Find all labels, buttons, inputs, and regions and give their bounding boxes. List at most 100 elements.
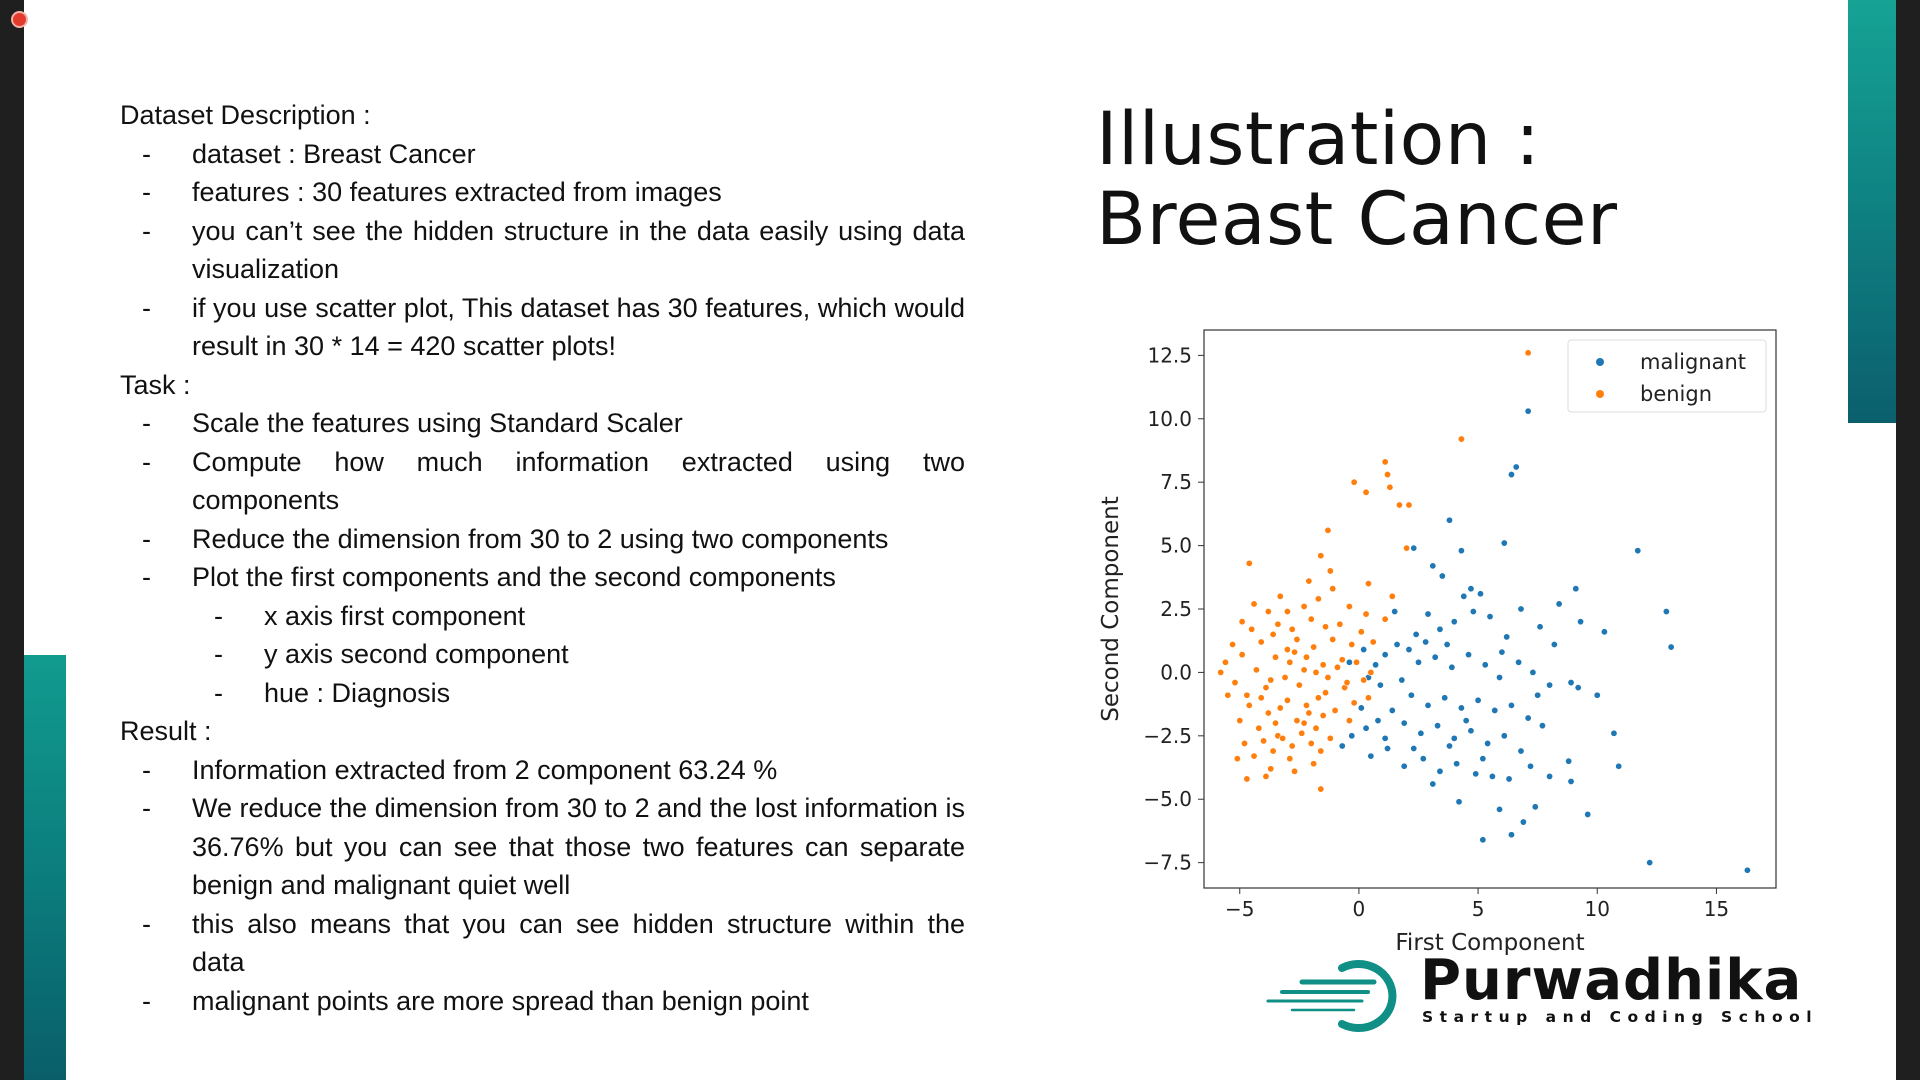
data-point-malignant bbox=[1434, 722, 1442, 730]
data-point-benign bbox=[1288, 742, 1296, 750]
sub-list-item: - hue : Diagnosis bbox=[120, 674, 965, 713]
data-point-benign bbox=[1353, 658, 1361, 666]
x-tick-label: 10 bbox=[1585, 897, 1610, 921]
data-point-benign bbox=[1369, 638, 1377, 646]
data-point-malignant bbox=[1574, 684, 1582, 692]
data-point-benign bbox=[1272, 719, 1280, 727]
data-point-benign bbox=[1255, 724, 1263, 732]
data-point-benign bbox=[1324, 673, 1332, 681]
x-tick-label: 5 bbox=[1472, 897, 1485, 921]
data-point-malignant bbox=[1491, 706, 1499, 714]
list-item-text: malignant points are more spread than be… bbox=[192, 985, 809, 1016]
data-point-benign bbox=[1384, 471, 1392, 479]
data-point-benign bbox=[1345, 602, 1353, 610]
data-point-malignant bbox=[1507, 831, 1515, 839]
data-point-malignant bbox=[1512, 463, 1520, 471]
list-item-text: y axis second component bbox=[264, 639, 569, 669]
data-point-benign bbox=[1350, 478, 1358, 486]
data-point-malignant bbox=[1376, 681, 1384, 689]
data-point-benign bbox=[1405, 501, 1413, 509]
data-point-benign bbox=[1281, 673, 1289, 681]
data-point-malignant bbox=[1517, 747, 1525, 755]
data-point-benign bbox=[1224, 691, 1232, 699]
data-point-malignant bbox=[1567, 679, 1575, 687]
list-item: - We reduce the dimension from 30 to 2 an… bbox=[120, 789, 965, 905]
data-point-malignant bbox=[1743, 866, 1751, 874]
data-point-malignant bbox=[1505, 775, 1513, 783]
data-point-benign bbox=[1312, 724, 1320, 732]
data-point-benign bbox=[1307, 615, 1315, 623]
data-point-malignant bbox=[1524, 714, 1532, 722]
data-point-benign bbox=[1269, 747, 1277, 755]
data-point-benign bbox=[1267, 676, 1275, 684]
data-point-benign bbox=[1283, 646, 1291, 654]
purwadhika-logo: Purwadhika Startup and Coding School bbox=[1264, 948, 1854, 1034]
dash-bullet: - bbox=[142, 408, 151, 438]
data-point-benign bbox=[1386, 483, 1394, 491]
data-point-malignant bbox=[1357, 704, 1365, 712]
data-point-malignant bbox=[1507, 701, 1515, 709]
data-point-benign bbox=[1293, 717, 1301, 725]
data-point-benign bbox=[1350, 699, 1358, 707]
data-point-malignant bbox=[1467, 727, 1475, 735]
data-point-malignant bbox=[1450, 734, 1458, 742]
data-point-malignant bbox=[1438, 572, 1446, 580]
data-point-malignant bbox=[1414, 658, 1422, 666]
dash-bullet: - bbox=[142, 138, 151, 169]
data-point-malignant bbox=[1517, 605, 1525, 613]
list-item: - if you use scatter plot, This dataset h… bbox=[120, 289, 965, 366]
data-point-benign bbox=[1395, 501, 1403, 509]
data-point-benign bbox=[1248, 625, 1256, 633]
data-point-malignant bbox=[1662, 608, 1670, 616]
data-point-malignant bbox=[1667, 643, 1675, 651]
data-point-malignant bbox=[1360, 646, 1368, 654]
y-tick-label: 7.5 bbox=[1160, 470, 1192, 494]
dash-bullet: - bbox=[142, 215, 151, 246]
list-item-text: Plot the first components and the second… bbox=[192, 562, 836, 592]
sub-list-item: - x axis first component bbox=[120, 597, 965, 636]
data-point-benign bbox=[1343, 679, 1351, 687]
data-point-malignant bbox=[1572, 585, 1580, 593]
dash-bullet: - bbox=[214, 600, 223, 631]
data-point-malignant bbox=[1546, 772, 1554, 780]
list-item-text: if you use scatter plot, This dataset ha… bbox=[192, 292, 965, 362]
list-item-text: Reduce the dimension from 30 to 2 using … bbox=[192, 523, 889, 554]
list-item: - Reduce the dimension from 30 to 2 using… bbox=[120, 520, 965, 559]
list-item-text: hue : Diagnosis bbox=[264, 677, 451, 708]
data-point-malignant bbox=[1362, 724, 1370, 732]
data-point-benign bbox=[1300, 719, 1308, 727]
data-point-malignant bbox=[1381, 651, 1389, 659]
data-point-benign bbox=[1291, 767, 1299, 775]
data-point-benign bbox=[1238, 651, 1246, 659]
slide-title-line-1: Illustration : bbox=[1096, 97, 1541, 182]
data-point-malignant bbox=[1496, 673, 1504, 681]
data-point-benign bbox=[1326, 734, 1334, 742]
teal-accent-right bbox=[1848, 0, 1896, 423]
list-item: - dataset : Breast Cancer bbox=[120, 135, 965, 174]
data-point-malignant bbox=[1398, 676, 1406, 684]
data-point-benign bbox=[1312, 668, 1320, 676]
data-point-benign bbox=[1269, 630, 1277, 638]
data-point-benign bbox=[1221, 658, 1229, 666]
legend-marker-malignant bbox=[1596, 358, 1604, 366]
data-point-malignant bbox=[1393, 641, 1401, 649]
data-point-benign bbox=[1283, 696, 1291, 704]
data-point-benign bbox=[1243, 775, 1251, 783]
data-point-malignant bbox=[1348, 732, 1356, 740]
x-tick-label: −5 bbox=[1225, 897, 1254, 921]
data-point-malignant bbox=[1443, 641, 1451, 649]
data-point-malignant bbox=[1531, 803, 1539, 811]
data-point-malignant bbox=[1445, 742, 1453, 750]
data-point-benign bbox=[1333, 663, 1341, 671]
data-point-malignant bbox=[1441, 694, 1449, 702]
data-point-malignant bbox=[1424, 701, 1432, 709]
data-point-benign bbox=[1298, 729, 1306, 737]
data-point-benign bbox=[1250, 752, 1258, 760]
data-point-benign bbox=[1319, 712, 1327, 720]
data-point-benign bbox=[1283, 608, 1291, 616]
text-panel: Dataset Description : - dataset : Breast … bbox=[120, 96, 965, 1020]
brand-name: Purwadhika bbox=[1420, 948, 1803, 1013]
data-point-benign bbox=[1310, 643, 1318, 651]
dash-bullet: - bbox=[214, 639, 223, 669]
dash-bullet: - bbox=[142, 523, 151, 554]
